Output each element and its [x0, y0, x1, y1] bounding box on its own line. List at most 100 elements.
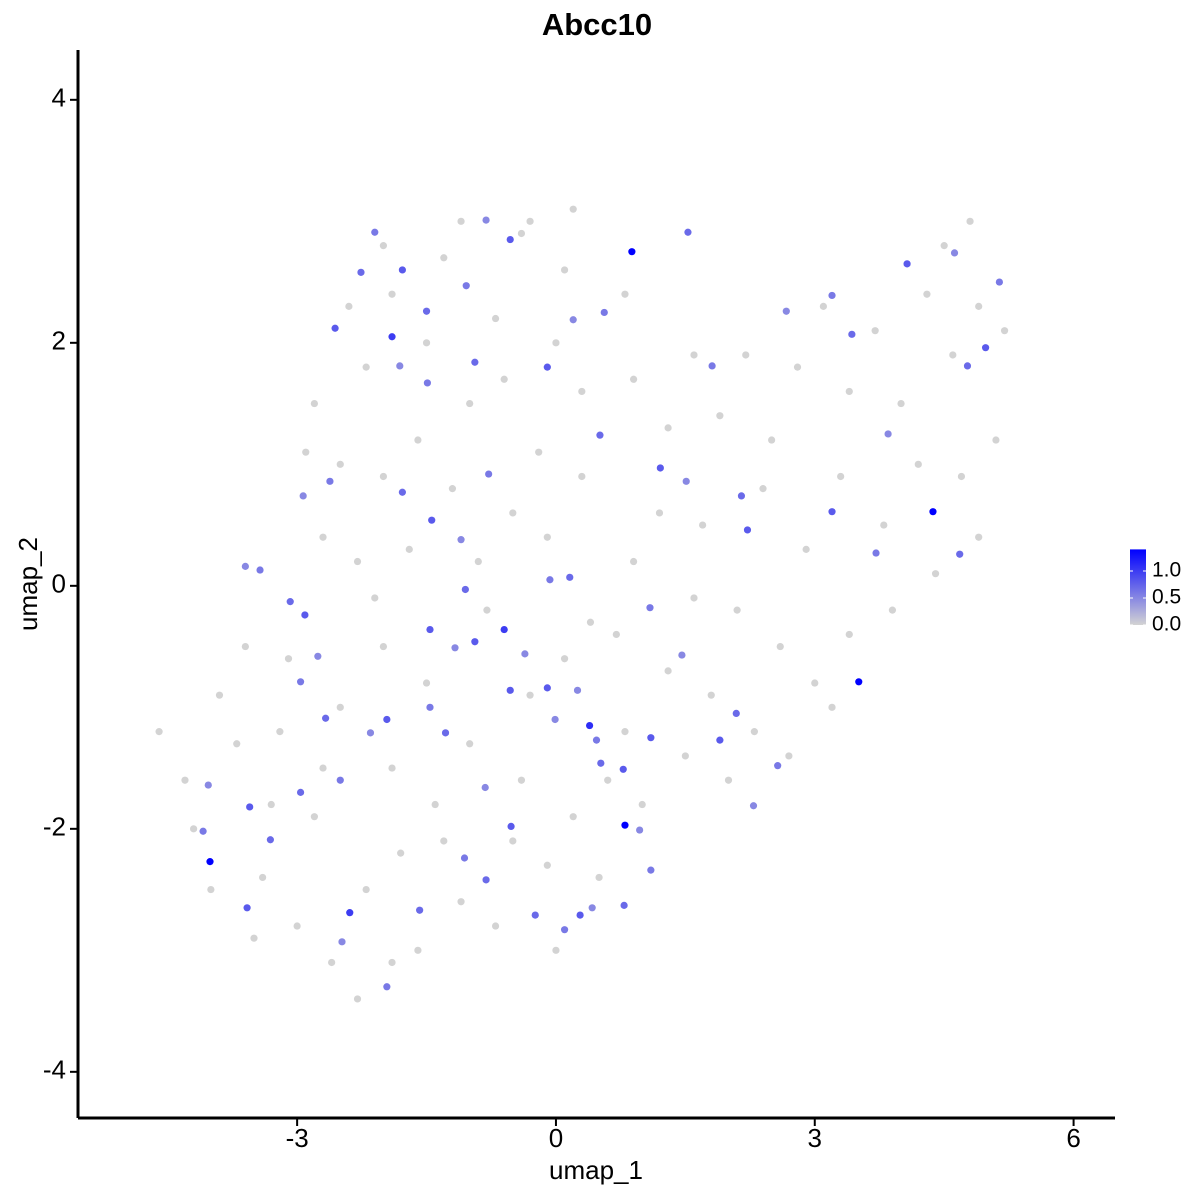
point: [483, 606, 491, 614]
point: [471, 358, 479, 366]
point: [819, 302, 827, 310]
point: [940, 242, 948, 250]
point: [811, 679, 819, 687]
point: [521, 650, 529, 658]
point: [716, 736, 724, 744]
colorbar-label: 1.0: [1152, 559, 1181, 582]
colorbar-label: 0.0: [1152, 613, 1181, 636]
point: [897, 399, 905, 408]
point: [966, 217, 974, 225]
point: [416, 906, 424, 914]
point: [371, 228, 379, 236]
point: [422, 339, 431, 347]
point: [569, 813, 577, 821]
x-tick-label: -3: [286, 1123, 309, 1153]
y-tick-label: 4: [52, 83, 66, 113]
point: [621, 821, 629, 829]
point: [733, 606, 741, 614]
point: [233, 740, 241, 748]
point: [256, 566, 264, 574]
point: [383, 715, 391, 724]
point: [957, 472, 966, 481]
point: [552, 946, 560, 954]
point: [681, 752, 689, 760]
point: [362, 363, 370, 371]
point: [276, 728, 284, 736]
point: [981, 344, 990, 352]
point: [460, 854, 469, 862]
point: [628, 248, 636, 256]
point: [336, 460, 344, 468]
point: [621, 728, 629, 736]
point: [500, 375, 508, 383]
point: [181, 776, 189, 784]
point: [647, 734, 655, 742]
point: [828, 291, 836, 300]
point: [595, 873, 603, 882]
point: [379, 642, 388, 651]
point: [552, 339, 560, 347]
point: [428, 516, 436, 524]
point: [301, 611, 309, 619]
point: [656, 464, 664, 472]
point: [474, 557, 482, 566]
point: [950, 249, 959, 257]
point: [855, 678, 863, 686]
point: [551, 715, 559, 724]
point: [546, 576, 554, 584]
point: [588, 904, 596, 912]
x-tick-label: 0: [549, 1123, 563, 1153]
point: [461, 585, 469, 594]
point: [708, 362, 716, 370]
point: [207, 885, 215, 894]
point: [828, 703, 836, 711]
chart-title: Abcc10: [542, 7, 652, 42]
point: [931, 570, 940, 578]
point: [526, 217, 534, 225]
point: [482, 876, 490, 884]
point: [682, 477, 690, 485]
point: [371, 594, 379, 602]
point: [267, 800, 275, 809]
point: [1000, 327, 1009, 335]
point: [457, 217, 465, 225]
point: [592, 736, 601, 744]
point: [353, 557, 362, 566]
point: [646, 604, 654, 612]
x-tick-label: 3: [808, 1123, 822, 1153]
y-axis-label: umap_2: [13, 537, 43, 631]
point: [578, 387, 586, 396]
point: [619, 765, 627, 773]
point: [880, 521, 888, 529]
point: [560, 926, 569, 934]
point: [491, 314, 500, 323]
y-tick-label: -4: [43, 1055, 66, 1085]
point: [331, 324, 339, 332]
x-axis-label: umap_1: [549, 1155, 643, 1185]
point: [569, 316, 577, 324]
point: [346, 909, 354, 917]
point: [426, 625, 434, 634]
point: [215, 691, 224, 699]
point: [250, 934, 258, 942]
point: [963, 362, 972, 370]
point: [243, 904, 251, 912]
point: [742, 351, 750, 359]
point: [732, 709, 740, 717]
point: [338, 938, 346, 946]
y-tick-label: 2: [52, 326, 66, 356]
point: [956, 550, 964, 558]
point: [802, 545, 810, 553]
point: [585, 721, 594, 730]
point: [405, 545, 413, 553]
point: [506, 686, 514, 694]
point: [560, 266, 569, 274]
point: [383, 983, 391, 991]
point: [314, 652, 322, 660]
point: [286, 598, 294, 606]
point: [707, 691, 715, 699]
point: [578, 472, 586, 481]
point: [975, 533, 983, 541]
point: [716, 412, 724, 420]
point: [699, 521, 707, 529]
